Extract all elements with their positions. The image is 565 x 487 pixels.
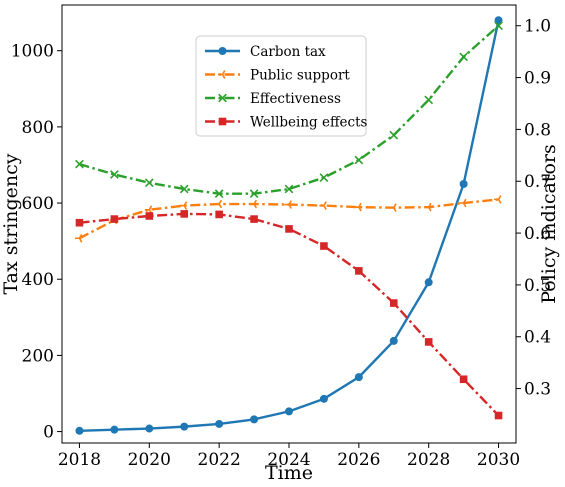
- public-support-marker: [284, 200, 292, 209]
- legend-public-support-marker: [218, 70, 226, 79]
- left-y-tick-label: 600: [22, 194, 54, 214]
- wellbeing-effects-marker: [145, 212, 154, 220]
- right-y-axis-ticks: 0.3 0.4 0.5 0.6 0.7 0.8 0.9 1.0: [516, 17, 551, 400]
- wellbeing-effects-line: [79, 212, 500, 417]
- effectiveness-marker: [319, 173, 329, 182]
- x-tick-label: 2024: [267, 450, 310, 470]
- public-support-marker: [319, 201, 327, 210]
- left-y-tick-label: 800: [22, 118, 54, 138]
- effectiveness-marker: [284, 184, 294, 194]
- effectiveness-marker: [179, 184, 189, 194]
- wellbeing-effects-marker: [75, 218, 84, 227]
- legend-box: [195, 35, 367, 137]
- wellbeing-effects-marker: [459, 375, 468, 384]
- wellbeing-effects-marker: [250, 215, 258, 223]
- carbon-tax-marker: [215, 419, 224, 428]
- x-tick-label: 2020: [128, 450, 171, 470]
- carbon-tax-marker: [459, 180, 468, 189]
- x-axis-ticks: 2018 2020 2022 2024 2026 2028 2030: [58, 443, 520, 470]
- left-y-tick-label: 0: [43, 423, 54, 443]
- x-axis-label: Time: [265, 462, 313, 484]
- left-y-tick-label: 1000: [11, 42, 54, 62]
- effectiveness-marker: [354, 155, 364, 165]
- legend-effectiveness-label: Effectiveness: [250, 91, 341, 107]
- wellbeing-effects-marker: [180, 210, 189, 218]
- public-support-marker: [354, 202, 362, 212]
- legend-public-support-label: Public support: [250, 68, 350, 84]
- right-y-axis-label: Policy indicators: [538, 144, 560, 303]
- effectiveness-marker: [249, 189, 259, 199]
- effectiveness-marker: [424, 95, 434, 105]
- carbon-tax-marker: [319, 394, 328, 403]
- public-support-marker: [74, 233, 83, 243]
- wellbeing-effects-marker: [110, 215, 119, 223]
- effectiveness-marker: [494, 21, 503, 31]
- right-y-tick-label: 0.6: [524, 224, 551, 244]
- public-support-marker: [424, 202, 432, 212]
- legend-carbon-tax-marker: [218, 47, 227, 55]
- carbon-tax-marker: [494, 16, 503, 25]
- wellbeing-effects-marker: [320, 242, 328, 250]
- right-y-tick-label: 0.8: [524, 120, 551, 140]
- wellbeing-effects-marker: [215, 210, 223, 219]
- carbon-tax-marker: [180, 422, 189, 431]
- wellbeing-effects-marker: [494, 411, 503, 420]
- x-tick-label: 2018: [58, 450, 101, 470]
- carbon-tax-marker: [354, 373, 363, 382]
- x-tick-label: 2030: [477, 450, 520, 470]
- legend-effectiveness-marker: [218, 93, 227, 103]
- right-y-tick-label: 0.3: [524, 380, 551, 400]
- effectiveness-marker: [459, 52, 468, 62]
- effectiveness-marker: [144, 178, 154, 188]
- legend-carbon-tax-label: Carbon tax: [250, 44, 326, 60]
- legend-wellbeing-effects-marker: [218, 117, 227, 126]
- carbon-tax-marker: [145, 424, 154, 433]
- series-markers: [74, 16, 503, 435]
- carbon-tax-marker: [75, 426, 84, 435]
- left-y-tick-label: 200: [22, 346, 54, 366]
- right-y-tick-label: 0.4: [524, 328, 551, 348]
- carbon-tax-marker: [110, 425, 119, 434]
- left-y-axis-ticks: 0 200 400 600 800 1000: [11, 42, 62, 443]
- public-support-marker: [389, 203, 397, 212]
- right-y-tick-label: 0.7: [524, 172, 551, 192]
- wellbeing-effects-marker: [389, 299, 398, 307]
- public-support-marker: [249, 199, 258, 209]
- wellbeing-effects-marker: [424, 338, 433, 346]
- x-tick-label: 2026: [337, 450, 380, 470]
- x-tick-label: 2022: [198, 450, 241, 470]
- effectiveness-marker: [110, 170, 119, 179]
- effectiveness-marker: [214, 189, 224, 199]
- legend-wellbeing-effects-label: Wellbeing effects: [250, 115, 368, 131]
- carbon-tax-marker: [424, 278, 433, 287]
- left-y-axis-label: Tax stringency: [0, 153, 22, 294]
- effectiveness-marker: [389, 130, 399, 140]
- carbon-tax-marker: [250, 415, 259, 424]
- right-y-tick-label: 0.9: [524, 69, 551, 89]
- effectiveness-marker: [75, 159, 84, 169]
- legend: Carbon tax Public support Effectiveness Wel…: [195, 35, 368, 137]
- wellbeing-effects-marker: [355, 267, 363, 275]
- right-y-tick-label: 0.5: [524, 276, 551, 296]
- carbon-tax-marker: [285, 407, 293, 416]
- public-support-marker: [179, 201, 188, 210]
- right-y-tick-label: 1.0: [524, 17, 551, 37]
- public-support-marker: [214, 199, 223, 209]
- public-support-marker: [459, 198, 467, 208]
- x-tick-label: 2028: [407, 450, 450, 470]
- wellbeing-effects-marker: [285, 225, 293, 233]
- public-support-marker: [494, 195, 502, 204]
- left-y-tick-label: 400: [22, 270, 54, 290]
- carbon-tax-marker: [389, 336, 398, 345]
